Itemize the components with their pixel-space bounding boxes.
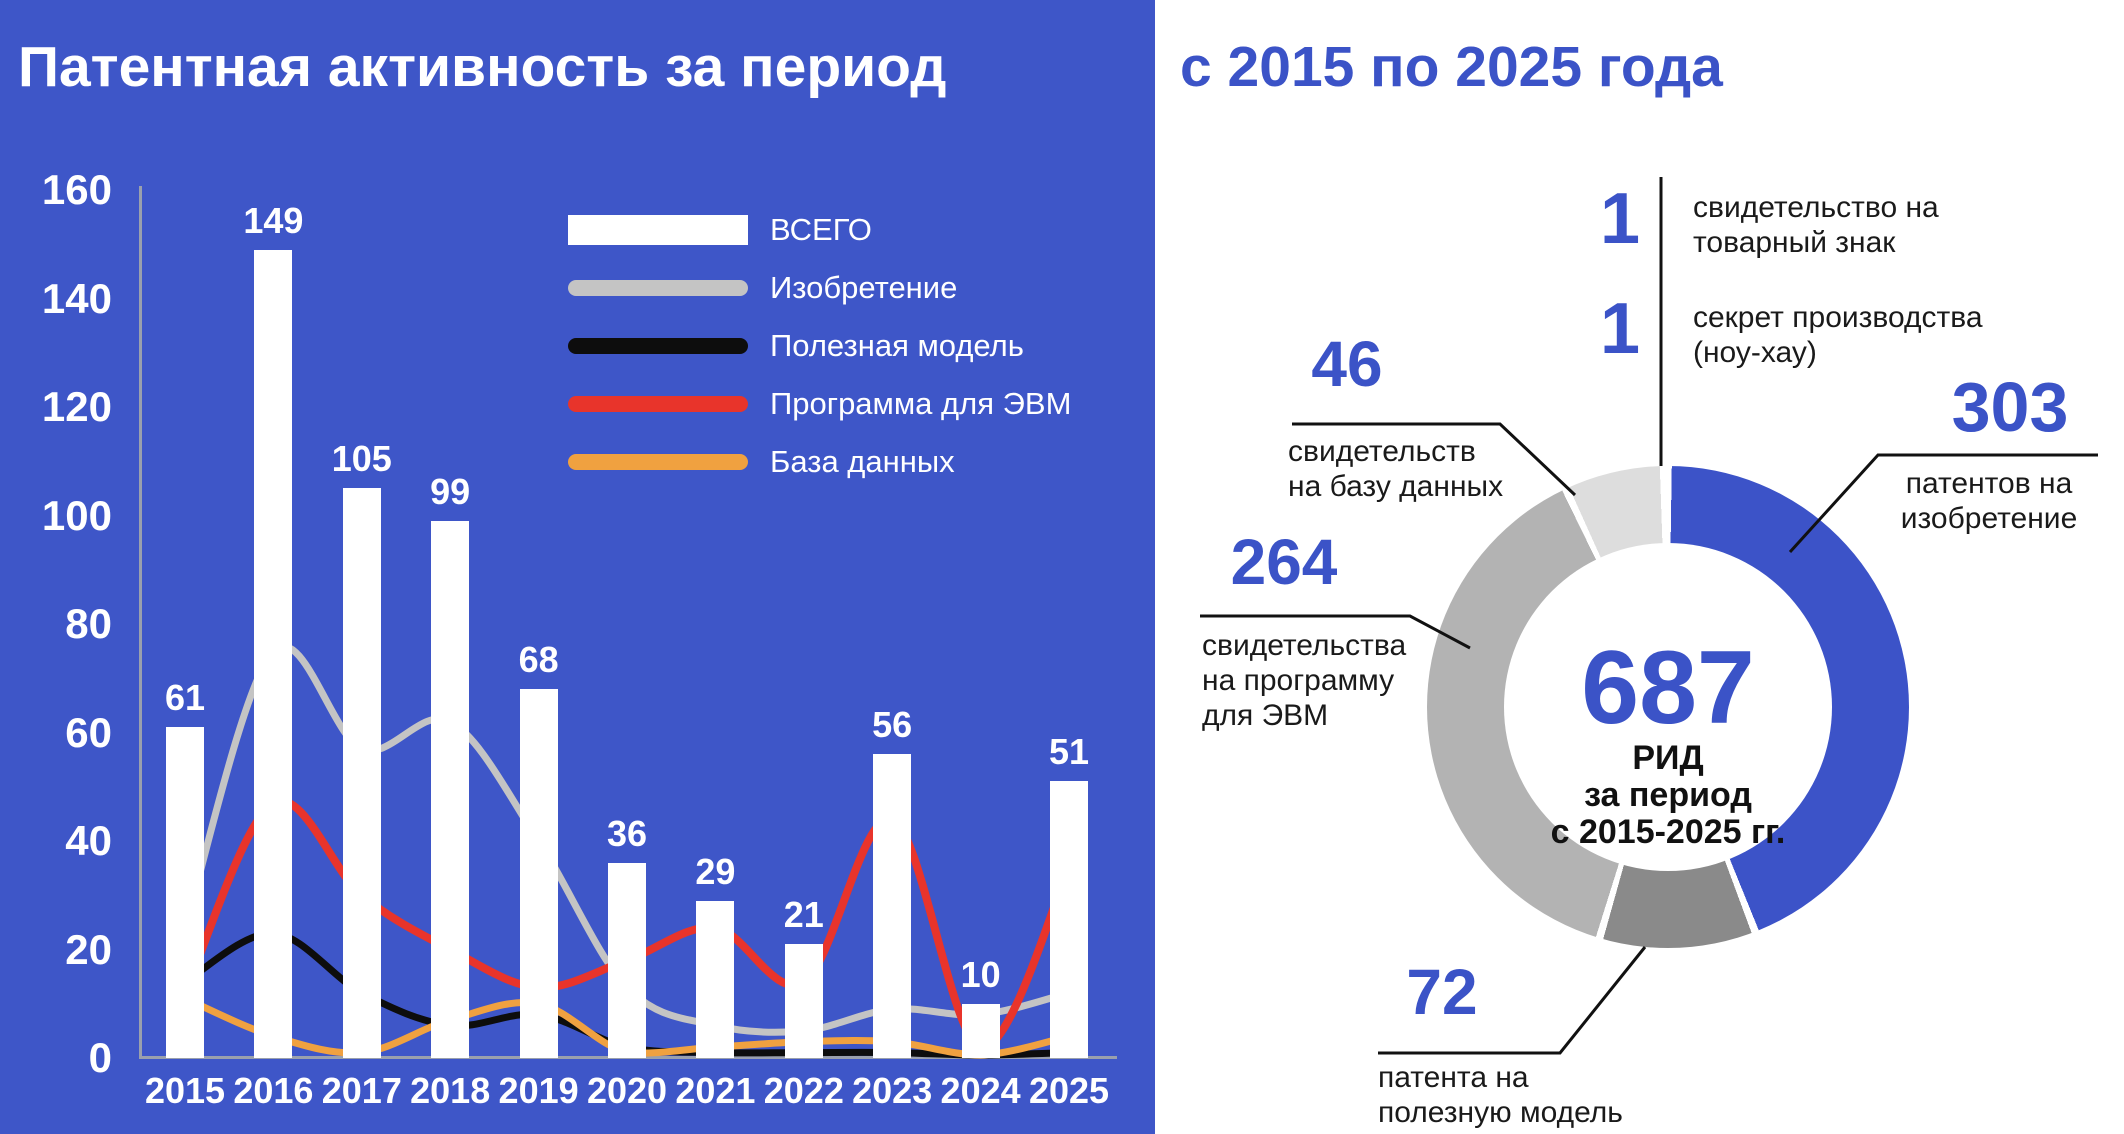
y-axis-line	[139, 186, 142, 1058]
bar-value-label: 29	[695, 850, 736, 892]
bar-value-label: 99	[430, 470, 471, 512]
total-bar	[342, 488, 381, 1058]
donut-center-line1: РИД	[1632, 739, 1704, 777]
bar-value-label: 105	[331, 438, 392, 480]
callout-value-knowhow: 1	[1599, 289, 1640, 369]
donut-center-line2: за период	[1584, 776, 1752, 814]
y-tick-label: 120	[41, 383, 112, 430]
legend-swatch-bar	[568, 215, 748, 245]
x-tick-label: 2023	[852, 1070, 933, 1111]
total-bar	[696, 900, 735, 1058]
total-bar	[961, 1003, 1000, 1058]
callout-value-trademark: 1	[1599, 179, 1640, 259]
y-tick-label: 20	[65, 925, 112, 973]
total-bar	[431, 520, 470, 1058]
callout-label-database: свидетельств на базу данных	[1288, 435, 1504, 503]
total-bar	[254, 249, 293, 1058]
x-tick-label: 2021	[675, 1070, 756, 1111]
bar-value-label: 149	[243, 199, 304, 241]
page-title-white-part: Патентная активность за период	[18, 35, 947, 99]
total-bar	[608, 862, 646, 1058]
x-tick-label: 2015	[144, 1070, 226, 1111]
legend-swatch-line	[568, 396, 748, 412]
x-tick-label: 2018	[410, 1070, 491, 1111]
legend-item-label: Изобретение	[770, 270, 958, 305]
legend-item-label: Программа для ЭВМ	[770, 386, 1072, 421]
callout-value-utility: 72	[1406, 956, 1478, 1028]
x-tick-label: 2024	[940, 1070, 1021, 1111]
x-tick-label: 2020	[586, 1070, 668, 1111]
x-tick-label: 2016	[233, 1070, 314, 1111]
callout-label-software: свидетельства на программу для ЭВМ	[1202, 629, 1407, 732]
total-bar	[1050, 781, 1088, 1058]
total-bar	[873, 754, 912, 1058]
x-tick-label: 2025	[1028, 1070, 1110, 1111]
y-tick-label: 80	[65, 600, 112, 647]
donut-total-value: 687	[1581, 630, 1755, 746]
page-title-blue-part: с 2015 по 2025 года	[1180, 35, 1723, 99]
total-bar	[519, 689, 558, 1058]
x-tick-label: 2019	[498, 1070, 579, 1111]
total-bar	[784, 944, 823, 1058]
legend-swatch-line	[568, 338, 748, 354]
donut-center-text: 687 РИД за период с 2015-2025 гг.	[1478, 636, 1858, 851]
legend-swatch-line	[568, 454, 748, 470]
callout-label-utility: патента на полезную модель	[1378, 1061, 1623, 1129]
bar-value-label: 10	[960, 953, 1001, 995]
bar-value-label: 68	[518, 639, 559, 681]
y-tick-label: 0	[88, 1034, 112, 1081]
y-tick-label: 100	[41, 491, 112, 539]
y-tick-label: 140	[41, 274, 112, 322]
y-tick-label: 40	[65, 817, 112, 864]
bar-value-label: 56	[872, 704, 913, 746]
donut-hole	[1504, 543, 1832, 871]
callout-label-knowhow: секрет производства (ноу-хау)	[1693, 301, 1983, 369]
callout-label-trademark: свидетельство на товарный знак	[1693, 191, 1939, 259]
legend-item-label: ВСЕГО	[770, 212, 872, 247]
bar-value-label: 51	[1048, 731, 1090, 773]
bar-value-label: 36	[606, 812, 648, 854]
callout-value-database: 46	[1311, 328, 1383, 400]
callout-label-invention: патентов на изобретение	[1900, 467, 2078, 535]
donut-center-line3: с 2015-2025 гг.	[1550, 813, 1786, 851]
legend-item-label: Полезная модель	[770, 328, 1024, 363]
bar-value-label: 61	[164, 677, 206, 719]
y-tick-label: 60	[65, 708, 112, 756]
legend-item-label: База данных	[770, 444, 955, 479]
x-tick-label: 2022	[763, 1070, 844, 1111]
x-tick-label: 2017	[321, 1070, 402, 1111]
callout-value-invention: 303	[1951, 368, 2069, 446]
total-bar	[166, 727, 204, 1058]
bar-value-label: 21	[783, 894, 824, 936]
y-tick-label: 160	[41, 166, 112, 213]
callout-value-software: 264	[1230, 526, 1338, 598]
legend-swatch-line	[568, 280, 748, 296]
